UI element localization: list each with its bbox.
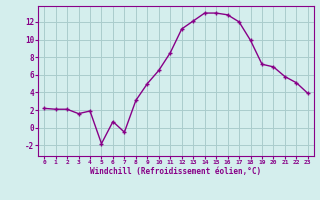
X-axis label: Windchill (Refroidissement éolien,°C): Windchill (Refroidissement éolien,°C)	[91, 167, 261, 176]
